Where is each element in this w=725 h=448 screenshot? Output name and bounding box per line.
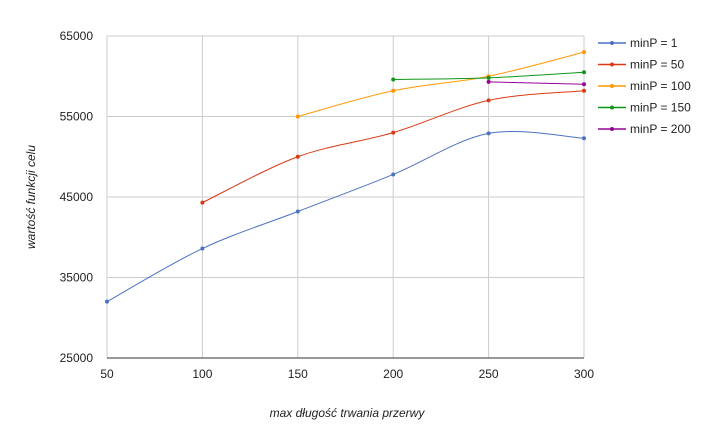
x-axis-ticks: 50 100 150 200 250 300: [100, 367, 594, 381]
legend-label: minP = 100: [630, 79, 691, 93]
legend: minP = 1 minP = 50 minP = 100 minP = 150 min…: [598, 36, 691, 136]
data-point: [582, 70, 586, 75]
series-2: [200, 88, 586, 205]
y-axis-ticks: 25000 35000 45000 55000 65000: [60, 29, 94, 365]
legend-marker: [610, 41, 614, 45]
x-tick-label: 50: [100, 367, 114, 381]
series-line: [297, 51, 585, 117]
legend-label: minP = 1: [630, 36, 678, 50]
y-tick-label: 35000: [60, 271, 94, 285]
data-point: [391, 172, 396, 177]
data-point: [391, 88, 396, 93]
x-tick-label: 200: [383, 367, 403, 381]
legend-label: minP = 50: [630, 58, 684, 72]
legend-marker: [610, 127, 614, 131]
data-point: [391, 77, 396, 82]
series-layer: [105, 50, 586, 304]
grid: [106, 35, 585, 359]
legend-item: minP = 100: [598, 79, 691, 93]
series-1: [105, 131, 586, 304]
data-point: [582, 82, 586, 87]
data-point: [200, 246, 205, 251]
data-point: [295, 154, 300, 159]
data-point: [105, 299, 109, 304]
data-point: [582, 88, 586, 93]
series-4: [391, 70, 586, 82]
legend-marker: [610, 62, 614, 67]
data-point: [486, 98, 491, 103]
y-tick-label: 65000: [60, 29, 94, 43]
x-axis-title: max długość trwania przerwy: [270, 406, 426, 420]
x-tick-label: 250: [479, 367, 499, 381]
legend-label: minP = 150: [630, 101, 691, 115]
series-3: [295, 50, 586, 119]
legend-item: minP = 200: [598, 122, 691, 136]
series-line: [488, 81, 585, 85]
data-point: [486, 131, 491, 136]
data-point: [295, 209, 300, 214]
y-tick-label: 55000: [60, 110, 94, 124]
x-tick-label: 100: [192, 367, 212, 381]
x-tick-label: 150: [288, 367, 308, 381]
legend-item: minP = 150: [598, 101, 691, 115]
series-5: [486, 79, 586, 87]
data-point: [391, 130, 396, 135]
data-point: [582, 50, 586, 55]
legend-marker: [610, 84, 614, 88]
data-point: [582, 136, 586, 141]
legend-item: minP = 50: [598, 58, 684, 72]
data-point: [486, 75, 491, 80]
y-tick-label: 45000: [60, 190, 94, 204]
legend-item: minP = 1: [598, 36, 678, 50]
data-point: [200, 200, 205, 205]
x-tick-label: 300: [574, 367, 594, 381]
data-point: [486, 79, 491, 84]
data-point: [295, 114, 300, 119]
legend-marker: [610, 105, 614, 110]
y-axis-title: wartość funkcji celu: [24, 145, 38, 249]
y-tick-label: 25000: [60, 351, 94, 365]
legend-label: minP = 200: [630, 122, 691, 136]
series-line: [106, 131, 585, 303]
